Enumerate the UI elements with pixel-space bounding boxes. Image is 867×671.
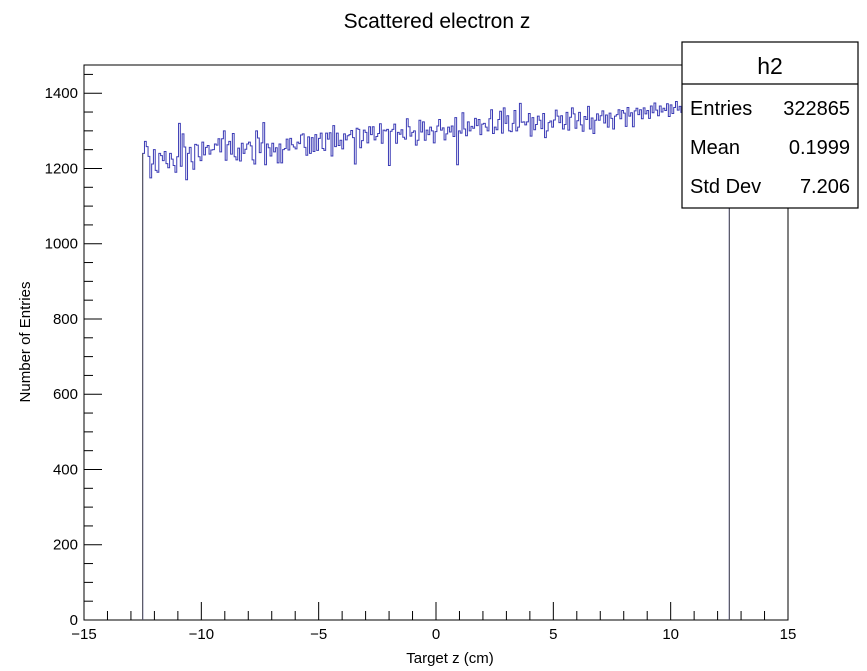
x-tick-label: −5 (310, 626, 327, 643)
stats-box-name: h2 (757, 53, 783, 79)
y-tick-label: 200 (53, 537, 78, 554)
stats-box-border (681, 41, 859, 209)
histogram-layer (142, 97, 730, 620)
y-tick-label: 1200 (45, 160, 78, 177)
x-tick-label: −10 (189, 626, 214, 643)
x-tick-label: 10 (662, 626, 679, 643)
histogram-bins (142, 97, 730, 620)
stats-label-mean: Mean (690, 137, 740, 159)
stats-label-entries: Entries (690, 98, 752, 120)
chart-title: Scattered electron z (344, 10, 531, 33)
y-tick-label: 400 (53, 461, 78, 478)
x-tick-label: 15 (780, 626, 797, 643)
y-tick-label: 800 (53, 311, 78, 328)
y-tick-label: 1000 (45, 236, 78, 253)
stats-label-stddev: Std Dev (690, 176, 761, 198)
x-axis: −15 −10 −5 0 5 10 15 (71, 602, 796, 643)
y-axis-title: Number of Entries (17, 282, 34, 403)
x-axis-title: Target z (cm) (406, 650, 494, 667)
stats-value-stddev: 7.206 (800, 176, 850, 198)
y-tick-label: 1400 (45, 85, 78, 102)
x-tick-label: 0 (432, 626, 440, 643)
x-tick-label: 5 (549, 626, 557, 643)
y-tick-label: 600 (53, 386, 78, 403)
y-axis: 0 200 400 600 800 1000 1200 1400 (45, 73, 102, 629)
x-tick-label: −15 (71, 626, 96, 643)
stats-box: h2 Entries 322865 Mean 0.1999 Std Dev 7.… (681, 41, 859, 209)
y-tick-label: 0 (70, 612, 78, 629)
stats-value-mean: 0.1999 (789, 137, 850, 159)
stats-value-entries: 322865 (783, 98, 850, 120)
